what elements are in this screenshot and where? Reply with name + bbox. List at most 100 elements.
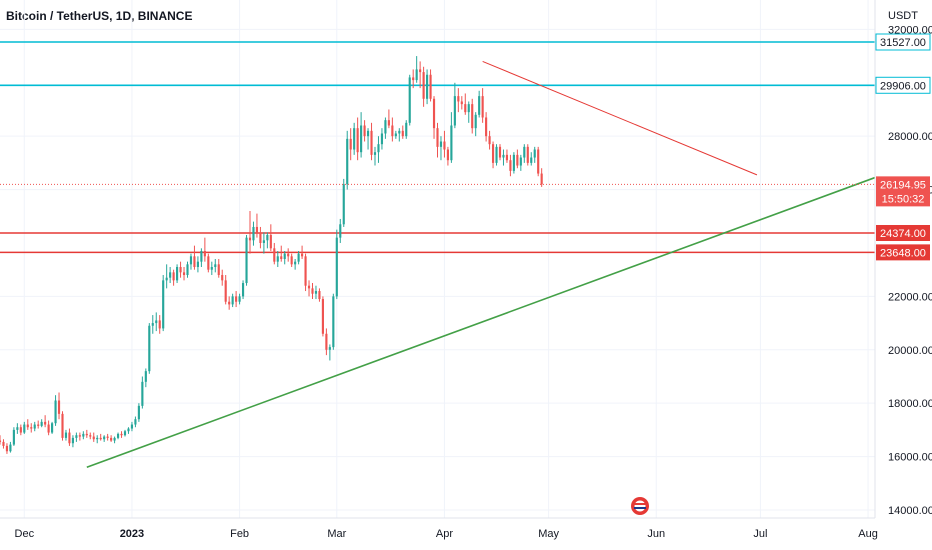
candle — [530, 152, 533, 166]
candle — [307, 280, 311, 297]
candle — [370, 122, 373, 161]
price-badges: 31527.00 29906.00 24374.00 23648.00 26194.95… — [875, 33, 931, 261]
candlesticks — [0, 56, 543, 454]
time-tick-label: Feb — [230, 528, 249, 540]
trendline[interactable] — [482, 60, 758, 176]
candle-body — [332, 296, 335, 348]
candle-body — [405, 122, 408, 137]
candle-body — [89, 435, 92, 437]
trendline[interactable] — [86, 176, 876, 469]
candle-body — [439, 141, 443, 147]
candle-body — [137, 405, 140, 420]
candle — [144, 368, 147, 388]
candle-body — [57, 400, 61, 414]
candle-body — [328, 347, 331, 350]
candle-body — [321, 299, 324, 334]
candle — [301, 245, 304, 259]
candle-body — [387, 120, 390, 126]
candle — [82, 431, 85, 440]
candle — [89, 432, 92, 440]
candle-body — [99, 437, 102, 440]
candle-body — [228, 301, 231, 305]
candle — [113, 436, 116, 444]
candle-body — [346, 138, 349, 185]
candle — [533, 146, 536, 163]
candle — [23, 421, 26, 434]
price-tick-label: 32000.00 — [888, 24, 932, 36]
candle — [210, 261, 213, 276]
candle-body — [165, 277, 168, 281]
candle — [297, 250, 300, 265]
candle — [44, 415, 47, 428]
candle — [311, 283, 314, 300]
candle-body — [377, 144, 380, 153]
candle — [224, 275, 227, 305]
candle-body — [134, 419, 137, 425]
candle — [443, 130, 446, 158]
candle — [429, 69, 432, 102]
candle-body — [123, 431, 127, 436]
candle-body — [533, 149, 536, 158]
candle-body — [467, 104, 470, 113]
candle — [26, 419, 29, 430]
candle-body — [485, 117, 488, 137]
chart-title: Bitcoin / TetherUS, 1D, BINANCE — [6, 9, 193, 23]
price-axis-ticks: 14000.00 16000.00 18000.00 20000.00 22000.00… — [888, 24, 932, 517]
candle — [182, 267, 186, 281]
candle-body — [9, 444, 12, 452]
candle-body — [241, 283, 245, 297]
candle — [537, 146, 540, 177]
candle-body — [509, 160, 512, 171]
candle-body — [360, 125, 363, 153]
price-tick-label: 20000.00 — [888, 345, 932, 357]
candle — [57, 392, 61, 420]
candle-body — [144, 371, 147, 382]
candle — [75, 432, 78, 442]
candle — [12, 427, 15, 446]
candle — [196, 256, 199, 273]
candle — [30, 423, 33, 433]
candle-body — [391, 125, 394, 137]
candle-body — [384, 120, 387, 134]
candle — [162, 275, 165, 332]
candle — [217, 259, 220, 278]
candle — [356, 117, 359, 161]
candle-body — [193, 256, 196, 268]
candle — [391, 117, 394, 142]
candle-body — [498, 146, 502, 158]
candle-body — [419, 69, 422, 73]
candle — [221, 269, 224, 286]
candle — [471, 98, 474, 134]
candle-body — [287, 253, 290, 257]
candle-body — [92, 436, 95, 440]
time-tick-label: Apr — [436, 528, 453, 540]
candle — [148, 323, 151, 374]
candle-body — [530, 157, 533, 163]
candle — [172, 269, 175, 286]
candle-body — [481, 96, 484, 118]
candle — [64, 429, 68, 441]
candle-body — [235, 296, 238, 302]
news-logo[interactable] — [631, 497, 649, 515]
candle-body — [297, 253, 300, 262]
candle-body — [127, 428, 130, 432]
candle — [193, 245, 196, 270]
candle-body — [353, 128, 356, 150]
candle — [186, 261, 189, 278]
candle-body — [523, 146, 526, 158]
candle-body — [176, 267, 179, 281]
candle — [460, 96, 463, 110]
candle — [512, 152, 515, 174]
candle-body — [471, 104, 474, 129]
candle-body — [30, 427, 33, 429]
candle — [422, 66, 425, 107]
candle-body — [23, 424, 26, 433]
candle — [339, 218, 342, 243]
level-badge-label: 31527.00 — [880, 37, 926, 49]
candle — [377, 136, 380, 163]
level-badge — [876, 244, 930, 261]
candle — [321, 296, 324, 337]
candle — [502, 149, 505, 166]
candle-body — [61, 413, 64, 438]
